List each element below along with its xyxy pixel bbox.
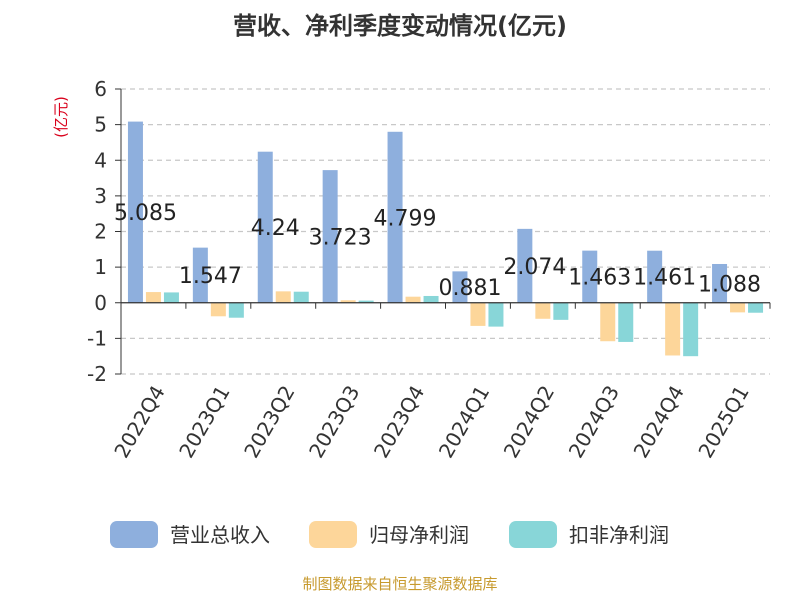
bar: [163, 292, 179, 303]
data-label: 1.463: [568, 266, 631, 291]
data-label: 1.547: [179, 264, 242, 289]
x-tick-label: 2023Q3: [304, 381, 364, 462]
y-tick-label: -2: [87, 362, 107, 386]
data-label: 5.085: [114, 201, 177, 226]
y-tick-label: 4: [94, 148, 107, 172]
legend-label: 营业总收入: [170, 523, 270, 547]
bar: [358, 300, 374, 303]
bar: [322, 170, 338, 303]
legend-label: 归母净利润: [369, 523, 469, 547]
bar: [405, 296, 421, 303]
bar: [192, 247, 208, 303]
bar: [228, 302, 244, 318]
bar: [535, 302, 551, 319]
bar: [210, 302, 226, 317]
bar: [600, 302, 616, 342]
bar: [452, 271, 468, 303]
legend: 营业总收入 归母净利润 扣非净利润: [110, 521, 669, 548]
bar: [748, 302, 764, 313]
bar: [712, 263, 728, 303]
legend-swatch: [309, 521, 357, 548]
bar: [257, 151, 273, 303]
bar: [275, 291, 291, 303]
bar: [470, 302, 486, 326]
y-tick-label: 3: [94, 184, 107, 208]
legend-swatch: [110, 521, 158, 548]
x-tick-label: 2023Q2: [239, 381, 299, 462]
data-label: 4.799: [374, 206, 437, 231]
bar: [145, 292, 161, 303]
x-tick-label: 2024Q2: [499, 381, 559, 462]
bar: [618, 302, 634, 342]
legend-label: 扣非净利润: [569, 523, 669, 547]
bar: [582, 250, 598, 303]
bar: [423, 295, 439, 303]
x-tick-label: 2024Q3: [564, 381, 624, 462]
x-tick-label: 2022Q4: [109, 381, 169, 462]
x-tick-label: 2024Q1: [434, 381, 494, 462]
x-tick-label: 2023Q4: [369, 381, 429, 462]
bar: [647, 250, 663, 303]
bars: [127, 121, 764, 357]
bar: [293, 291, 309, 303]
data-label: 1.461: [633, 266, 696, 291]
bar: [387, 131, 403, 303]
bar: [340, 300, 356, 303]
y-tick-label: 2: [94, 220, 107, 244]
data-label: 0.881: [438, 276, 501, 301]
y-tick-label: -1: [87, 326, 107, 350]
y-tick-label: 6: [94, 77, 107, 101]
data-label: 4.24: [251, 216, 300, 241]
bar: [730, 302, 746, 313]
bar: [553, 302, 569, 320]
y-tick-label: 5: [94, 113, 107, 137]
data-label: 3.723: [309, 225, 372, 250]
y-tick-label: 0: [94, 291, 107, 315]
grid-lines: [121, 88, 770, 375]
y-axis-unit: (亿元): [52, 96, 70, 138]
bar: [665, 302, 681, 356]
bar: [683, 302, 699, 357]
data-label: 1.088: [698, 272, 761, 297]
chart-title: 营收、净利季度变动情况(亿元): [233, 12, 567, 40]
x-tick-label: 2024Q4: [629, 381, 689, 462]
bar: [517, 228, 533, 303]
source-note: 制图数据来自恒生聚源数据库: [302, 575, 497, 593]
x-tick-label: 2023Q1: [174, 381, 234, 462]
data-label: 2.074: [503, 255, 566, 280]
legend-swatch: [509, 521, 557, 548]
bar: [127, 121, 143, 303]
y-axis-ticks: -2 -1 0 1 2 3 4 5 6: [87, 77, 122, 386]
bar: [488, 302, 504, 327]
y-tick-label: 1: [94, 255, 107, 279]
x-tick-label: 2025Q1: [693, 381, 753, 462]
